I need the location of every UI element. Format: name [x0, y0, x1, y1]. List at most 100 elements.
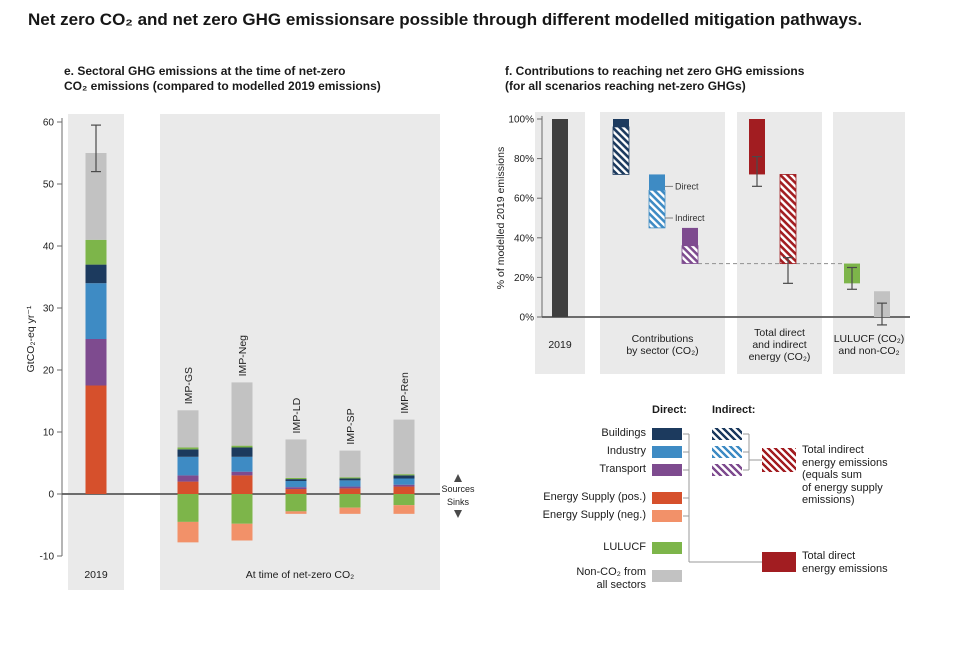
legend-label-total-direct: Total direct energy emissions [802, 550, 888, 575]
total-indirect-swatch [762, 448, 796, 472]
total-direct-swatch [762, 552, 796, 572]
group-label: 2019 [548, 339, 572, 351]
sink-segment-IMP-Neg-lulucf [231, 494, 253, 524]
waterfall-bar-buildings-indirect [612, 126, 630, 175]
waterfall-bar-industry-direct [649, 174, 665, 191]
group-label-netzero: At time of net-zero CO₂ [246, 569, 355, 581]
sink-segment-IMP-Ren-lulucf [393, 494, 415, 506]
bar-segment-2019-industry [85, 283, 107, 339]
bar-segment-2019-buildings [85, 264, 107, 284]
bar-segment-IMP-LD-transport [285, 487, 307, 490]
sources-label: Sources [441, 484, 475, 494]
bar-segment-IMP-GS-lulucf [177, 447, 199, 450]
bar-segment-IMP-SP-transport [339, 486, 361, 489]
sink-segment-IMP-Ren-energy_neg [393, 505, 415, 514]
scenario-label: IMP-Ren [399, 372, 411, 414]
y-tick-label: 40% [514, 233, 534, 244]
legend-label-non-co2: Non-CO₂ from all sectors [576, 566, 646, 591]
legend-indirect-header: Indirect: [712, 404, 756, 416]
waterfall-bar-transport-direct [682, 227, 698, 246]
sink-segment-IMP-LD-energy_neg [285, 511, 307, 514]
waterfall-bar-buildings-direct [613, 119, 629, 127]
group-band-netzero [160, 114, 440, 590]
waterfall-bar-industry-indirect [648, 189, 666, 229]
bar-segment-2019-lulucf [85, 239, 107, 265]
group-label: Total direct [754, 327, 805, 339]
scenario-label: IMP-GS [183, 367, 195, 404]
legend-label-energy-neg: Energy Supply (neg.) [542, 509, 646, 521]
y-tick-label: 30 [43, 304, 55, 315]
legend-label-total-indirect: Total indirect energy emissions (equals … [802, 444, 888, 506]
bar-segment-IMP-LD-buildings [285, 479, 307, 481]
group-band-lulucf [833, 112, 905, 374]
industry-solid-swatch [652, 446, 682, 458]
sink-segment-IMP-SP-lulucf [339, 494, 361, 508]
group-label: LULUCF (CO₂) [834, 333, 905, 345]
sinks-label: Sinks [447, 497, 470, 507]
bar-segment-IMP-Neg-non_co2 [231, 382, 253, 446]
sink-segment-IMP-LD-lulucf [285, 494, 307, 512]
y-tick-label: 20% [514, 273, 534, 284]
annotation-direct: Direct [675, 181, 699, 191]
industry-hatch-swatch [712, 446, 742, 458]
waterfall-bar-energy-indirect-total [779, 174, 797, 264]
legend-label-transport: Transport [599, 463, 646, 475]
bar-segment-IMP-Ren-lulucf [393, 474, 415, 476]
panel-e-chart: -10 0 10 20 30 40 50 60 GtCO₂-eq yr⁻¹ IMP-GS IMP-N… [25, 114, 475, 590]
y-axis-label: % of modelled 2019 emissions [495, 147, 507, 289]
lulucf-swatch [652, 542, 682, 554]
buildings-solid-swatch [652, 428, 682, 440]
panel-e-title: e. Sectoral GHG emissions at the time of… [64, 64, 381, 93]
energy-pos-swatch [652, 492, 682, 504]
scenario-label: IMP-LD [291, 397, 303, 433]
bar-segment-IMP-GS-industry [177, 456, 199, 476]
bar-segment-IMP-Ren-transport [393, 484, 415, 487]
y-tick-label: 0 [48, 490, 54, 501]
bar-segment-IMP-SP-non_co2 [339, 450, 361, 478]
transport-solid-swatch [652, 464, 682, 476]
group-label: and non-CO₂ [838, 345, 899, 357]
legend-direct-header: Direct: [652, 404, 687, 416]
bar-segment-2019-energy_pos [85, 385, 107, 494]
legend-label-lulucf: LULUCF [603, 541, 646, 553]
bar-segment-IMP-Neg-buildings [231, 447, 253, 457]
bar-segment-IMP-LD-energy_pos [285, 489, 307, 494]
sinks-arrow-icon [454, 510, 462, 518]
figure-title: Net zero CO₂ and net zero GHG emissionsa… [28, 10, 863, 29]
y-tick-label: 0% [520, 313, 535, 324]
sink-segment-IMP-GS-lulucf [177, 494, 199, 522]
y-tick-label: 60 [43, 118, 55, 129]
y-axis-label: GtCO₂-eq yr⁻¹ [25, 305, 37, 372]
legend-label-industry: Industry [606, 445, 646, 457]
bar-segment-IMP-LD-industry [285, 480, 307, 488]
y-tick-label: 10 [43, 428, 55, 439]
bar-segment-IMP-GS-non_co2 [177, 410, 199, 448]
waterfall-bar-energy-direct-total [749, 119, 765, 175]
scenario-label: IMP-SP [345, 408, 357, 444]
group-label: energy (CO₂) [749, 351, 811, 363]
group-label: and indirect [752, 339, 806, 351]
bar-segment-IMP-Neg-industry [231, 456, 253, 472]
sink-segment-IMP-SP-energy_neg [339, 507, 361, 514]
bar-segment-IMP-LD-lulucf [285, 477, 307, 480]
y-tick-label: 20 [43, 366, 55, 377]
sources-arrow-icon [454, 474, 462, 482]
sink-segment-IMP-GS-energy_neg [177, 521, 199, 543]
y-tick-label: -10 [40, 552, 55, 563]
bar-segment-IMP-LD-non_co2 [285, 439, 307, 478]
sink-segment-IMP-Neg-energy_neg [231, 523, 253, 541]
bar-segment-IMP-Ren-industry [393, 478, 415, 485]
bar-segment-IMP-SP-industry [339, 480, 361, 487]
bar-segment-2019-non_co2 [85, 153, 107, 240]
buildings-hatch-swatch [712, 428, 742, 440]
non-co2-swatch [652, 570, 682, 582]
bar-segment-IMP-SP-energy_pos [339, 488, 361, 494]
bar-segment-2019-transport [85, 339, 107, 386]
legend-label-buildings: Buildings [601, 427, 646, 439]
bar-segment-IMP-Neg-energy_pos [231, 475, 253, 494]
bar-segment-IMP-Ren-energy_pos [393, 486, 415, 494]
indirect-total-connector [743, 433, 762, 471]
direct-total-connector [683, 433, 762, 563]
y-tick-label: 60% [514, 194, 534, 205]
